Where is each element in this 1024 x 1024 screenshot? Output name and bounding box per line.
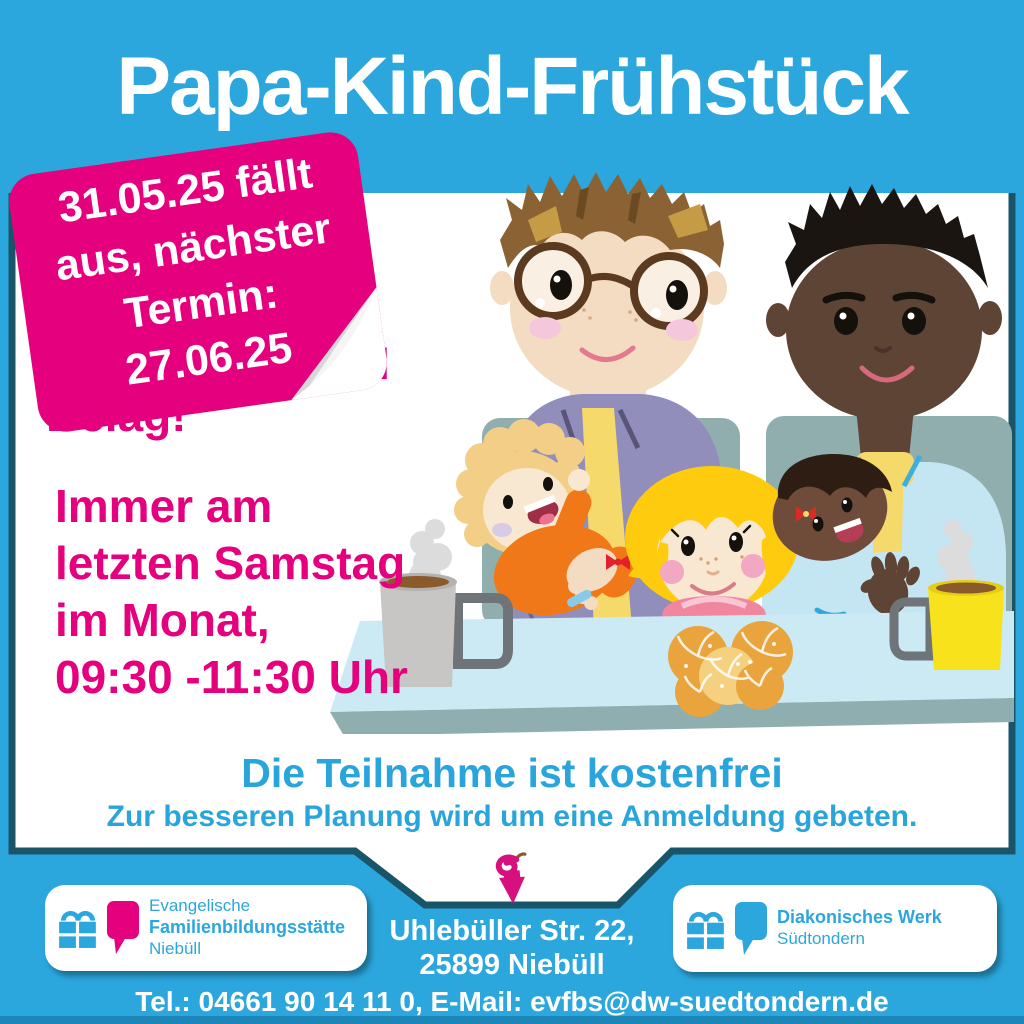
schedule-line: im Monat,: [55, 594, 270, 647]
contact-line: Tel.: 04661 90 14 11 0, E-Mail: evfbs@dw…: [135, 986, 889, 1017]
address-line2: 25899 Niebüll: [419, 949, 605, 982]
logo-left-line2: Familienbildungsstätte: [149, 917, 346, 938]
address-block: Uhlebüller Str. 22, 25899 Niebüll: [312, 914, 712, 982]
red-bow: [606, 554, 630, 570]
diakonie-crown-cross-icon: [59, 911, 96, 948]
address-line1: Uhlebüller Str. 22,: [389, 915, 635, 947]
baby-left: [454, 419, 638, 616]
logo-box-familienbildungsstaette: Evangelische Familienbildungsstätte Nieb…: [45, 885, 367, 971]
registration-line: Zur besseren Planung wird um eine Anmeld…: [106, 800, 918, 833]
page-curl: [289, 284, 391, 403]
logo-right-line1: Diakonisches Werk: [777, 907, 942, 928]
free-participation-line: Die Teilnahme ist kostenfrei: [241, 750, 783, 796]
schedule-line: 09:30 -11:30 Uhr: [55, 651, 408, 704]
page-title: Papa-Kind-Frühstück: [116, 41, 909, 132]
logo-box-diakonisches-werk: Diakonisches Werk Südtondern: [673, 885, 997, 972]
schedule-text: Immer am letzten Samstag im Monat, 09:30…: [55, 478, 408, 706]
schedule-line: Immer am: [55, 480, 273, 532]
mug-right: [889, 580, 1004, 670]
schedule-line: letzten Samstag: [55, 537, 406, 590]
logo-left-line3: Niebüll: [149, 938, 201, 958]
red-bow: [796, 506, 816, 522]
logo-right-line2: Südtondern: [777, 929, 865, 949]
illustration-family-breakfast: [330, 172, 1014, 734]
logo-left-line1: Evangelische: [149, 896, 251, 916]
announcement-sticker: 31.05.25 fällt aus, nächster Termin: 27.…: [5, 128, 391, 436]
speech-bubble-icon: [735, 901, 767, 955]
mug-left: [379, 573, 513, 687]
down-swirl-arrow-icon: [495, 852, 527, 904]
diakonie-crown-cross-icon: [687, 911, 724, 949]
bread-rolls: [668, 621, 793, 717]
speech-bubble-icon: [107, 901, 139, 954]
bottom-shadow-strip: [0, 1016, 1024, 1024]
